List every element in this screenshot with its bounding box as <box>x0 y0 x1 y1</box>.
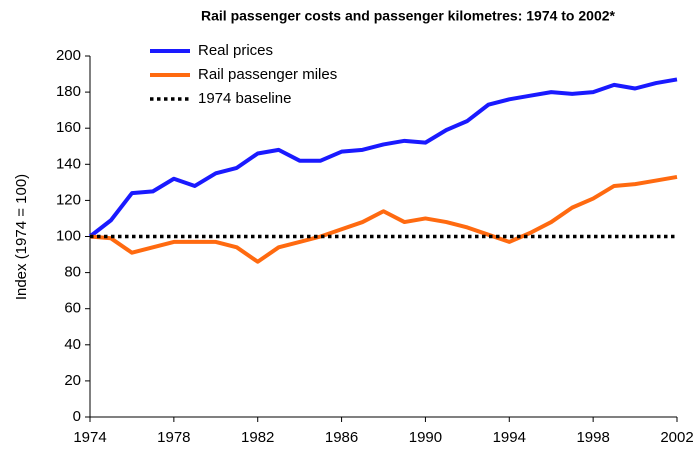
x-tick-label: 1990 <box>409 429 442 446</box>
x-tick-label: 1974 <box>73 429 106 446</box>
series-line <box>89 174 678 264</box>
y-tick-label: 180 <box>56 83 81 100</box>
x-tick-label: 1982 <box>241 429 274 446</box>
x-tick-label: 1994 <box>493 429 526 446</box>
y-tick-label: 0 <box>73 408 81 425</box>
x-tick-label: 2002 <box>660 429 693 446</box>
chart-title: Rail passenger costs and passenger kilom… <box>201 8 616 24</box>
y-tick-label: 140 <box>56 155 81 172</box>
legend-label: Rail passenger miles <box>198 66 337 83</box>
y-tick-label: 40 <box>64 336 81 353</box>
x-tick-label: 1998 <box>576 429 609 446</box>
y-tick-label: 100 <box>56 227 81 244</box>
y-tick-label: 80 <box>64 264 81 281</box>
x-tick-label: 1986 <box>325 429 358 446</box>
y-axis-label: Index (1974 = 100) <box>13 174 30 300</box>
x-tick-label: 1978 <box>157 429 190 446</box>
y-tick-label: 60 <box>64 300 81 317</box>
legend-label: 1974 baseline <box>198 90 291 107</box>
y-tick-label: 20 <box>64 372 81 389</box>
series-line <box>88 77 678 239</box>
y-tick-label: 200 <box>56 47 81 64</box>
y-tick-label: 120 <box>56 191 81 208</box>
legend-label: Real prices <box>198 42 273 59</box>
y-tick-label: 160 <box>56 119 81 136</box>
